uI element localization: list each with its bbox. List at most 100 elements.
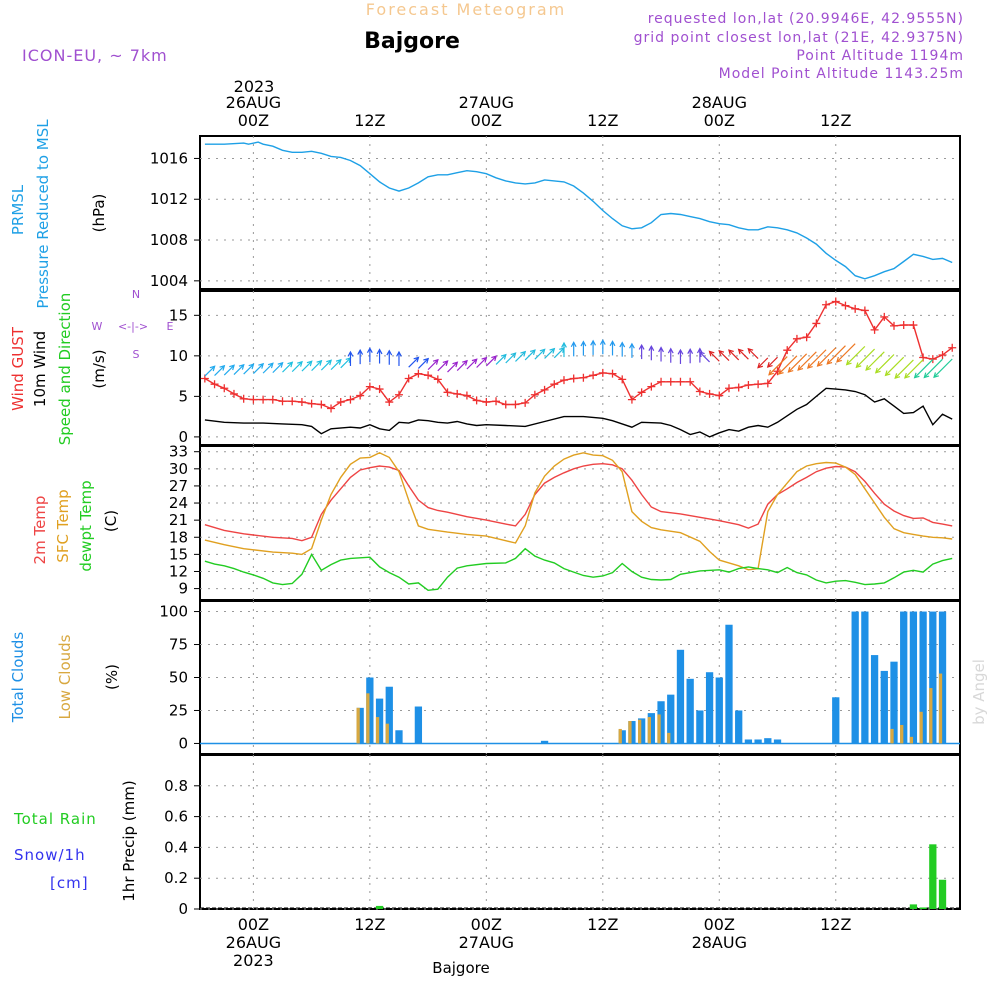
wind-arrow (757, 357, 769, 369)
panel-5: 0 0.2 0.4 0.6 0.8 (164, 754, 961, 918)
gust-marker (822, 300, 831, 309)
y-tick-label: 0 (178, 734, 188, 752)
bottom-axis-label: 00Z (704, 915, 735, 934)
top-axis-label: 00Z (704, 111, 735, 130)
gust-marker (268, 395, 277, 404)
panel-frame (199, 754, 961, 910)
wind-arrow (291, 361, 303, 373)
gust-marker (715, 391, 724, 400)
location-title: Bajgore (364, 29, 460, 54)
wind-arrow-head (787, 367, 794, 373)
y-tick-label: 1012 (150, 190, 188, 208)
wind-arrow-head (570, 341, 577, 348)
gust-marker (297, 398, 306, 407)
wind-arrow (524, 349, 536, 361)
total-cloud-bar (938, 611, 947, 744)
gust-marker (346, 395, 355, 404)
wind-arrow-head (386, 349, 393, 356)
gust-marker (569, 374, 578, 383)
gust-marker (870, 325, 879, 334)
wind-arrow (311, 360, 322, 372)
y-tick-label: 0.6 (164, 808, 188, 826)
wind-arrow (408, 356, 419, 368)
gust-marker (288, 397, 297, 406)
wind-arrow (904, 359, 924, 379)
panel-2: 0 5 10 15 (169, 290, 961, 446)
total-rain-label: Total Rain (13, 810, 97, 828)
gust-marker (307, 399, 316, 408)
wind-arrow-head (737, 348, 744, 355)
wind-arrow-head (357, 348, 364, 355)
wind-arrow-head (855, 362, 862, 369)
wind-arrow (728, 349, 740, 361)
gust-marker (317, 400, 326, 409)
y-tick-label: 33 (169, 443, 188, 461)
gust-marker (462, 391, 471, 400)
total-cloud-bar (540, 740, 549, 744)
wind-arrow (855, 348, 876, 368)
temp-panel-labels: 2m Temp SFC Temp dewpt Temp (C) (31, 480, 120, 571)
wind-arrow-head (904, 372, 910, 379)
y-tick-label: 27 (169, 477, 188, 495)
total-cloud-bar (686, 678, 694, 744)
y-tick-label: 15 (169, 545, 188, 563)
y-tick-label: 10 (169, 347, 188, 365)
rain-bar (938, 879, 947, 909)
wind-arrow-head (277, 361, 284, 368)
wind-arrow (534, 348, 546, 360)
rain-bar (375, 905, 384, 909)
wind-arrow-head (768, 369, 774, 376)
total-cloud-bar (657, 701, 665, 744)
gust-marker (773, 367, 782, 376)
wind-arrow-head (599, 338, 606, 345)
gust-marker (802, 333, 811, 342)
gust-marker (521, 398, 530, 407)
gust-marker (831, 297, 840, 306)
gust-marker (327, 404, 336, 413)
gust-marker (414, 369, 423, 378)
bottom-axis-label: 27AUG (459, 933, 514, 952)
temp-unit-label: (C) (102, 510, 120, 532)
wind-arrow (788, 353, 808, 373)
y-tick-label: 0.8 (164, 777, 188, 795)
total-cloud-bar (356, 707, 364, 744)
gust-marker (851, 304, 860, 313)
cloud-unit-label: (%) (103, 664, 121, 690)
wind-arrow (826, 345, 846, 365)
prmsl-label: PRMSL (9, 184, 27, 235)
wind-arrow (320, 359, 332, 371)
wind-arrow-head (248, 363, 255, 370)
wind-arrow-head (423, 357, 430, 364)
top-axis-label: 12Z (820, 111, 851, 130)
y-tick-label: 21 (169, 511, 188, 529)
wind-arrow-head (229, 364, 235, 371)
wind-arrow-head (728, 349, 734, 356)
wind10-label: 10m Wind (31, 331, 49, 407)
gust-marker (744, 381, 753, 390)
rain-bar (929, 844, 937, 909)
wind-arrow (330, 359, 342, 371)
total-cloud-bar (366, 677, 374, 744)
wind-arrow (252, 363, 264, 375)
total-cloud-bar (832, 697, 840, 744)
bottom-axis-label: 12Z (820, 915, 851, 934)
wind-arrow-head (366, 347, 373, 354)
wind-arrow (447, 361, 458, 373)
low-cloud-bar (385, 723, 389, 744)
wind-arrow (767, 356, 778, 368)
wind-arrow-head (747, 347, 754, 354)
total-cloud-bar (618, 730, 626, 744)
y-tick-label: 5 (178, 387, 188, 405)
wind-arrow-head (845, 359, 852, 366)
total-cloud-bar (735, 710, 743, 744)
top-axis-label: 26AUG (226, 93, 281, 112)
bottom-axis-label: 00Z (238, 915, 269, 934)
gust-marker (889, 321, 898, 330)
gust-marker (705, 389, 714, 398)
gust-marker (666, 377, 675, 386)
wind-arrow-head (520, 350, 527, 357)
total-cloud-bar (696, 710, 704, 744)
total-cloud-bar (773, 739, 782, 744)
